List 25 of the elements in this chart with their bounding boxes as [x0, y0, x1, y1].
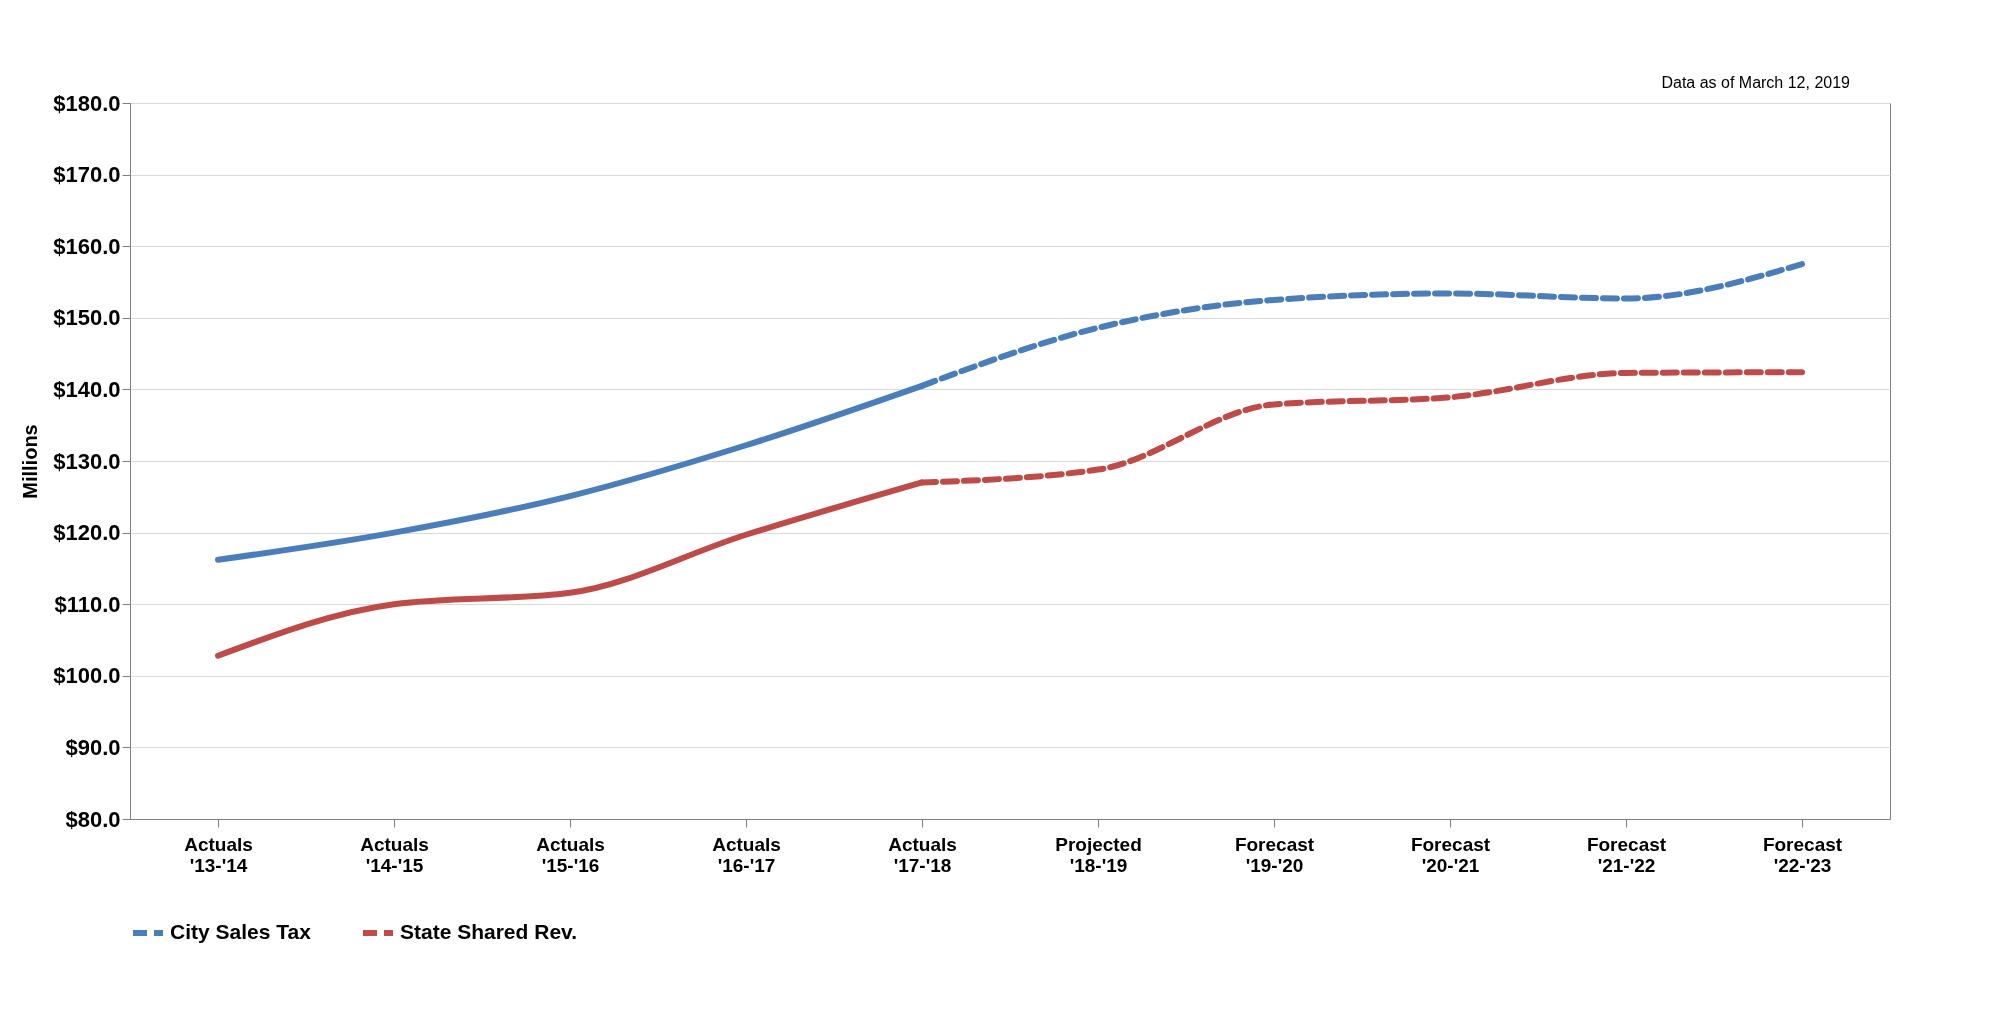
x-tick-label: Forecast '19-'20: [1234, 833, 1315, 876]
x-tick-label: Actuals '17-'18: [888, 833, 957, 876]
x-tick-label: Actuals '15-'16: [536, 833, 605, 876]
legend-label: City Sales Tax: [170, 920, 312, 943]
y-tick-label: $90.0: [65, 734, 121, 760]
x-tick-label: Forecast '21-'22: [1586, 833, 1667, 876]
x-tick-label: Actuals '14-'15: [360, 833, 429, 876]
x-tick-label: Projected '18-'19: [1055, 833, 1142, 876]
x-tick-label: Forecast '20-'21: [1410, 833, 1491, 876]
legend-label: State Shared Rev.: [400, 920, 578, 943]
y-tick-label: $160.0: [53, 233, 121, 259]
y-axis-title: Millions: [19, 424, 42, 499]
y-tick-label: $140.0: [53, 376, 121, 402]
y-tick-label: $180.0: [53, 90, 121, 116]
x-tick-label: Actuals '13-'14: [184, 833, 253, 876]
y-tick-label: $100.0: [53, 663, 121, 689]
y-tick-label: $80.0: [65, 806, 121, 832]
y-tick-label: $110.0: [54, 591, 121, 617]
x-tick-label: Forecast '22-'23: [1762, 833, 1843, 876]
y-tick-label: $150.0: [53, 305, 121, 331]
y-tick-label: $120.0: [53, 520, 121, 546]
text: Data as of March 12, 2019: [1661, 74, 1851, 91]
y-tick-label: $170.0: [53, 162, 121, 188]
y-tick-label: $130.0: [53, 448, 121, 474]
x-tick-label: Actuals '16-'17: [712, 833, 781, 876]
